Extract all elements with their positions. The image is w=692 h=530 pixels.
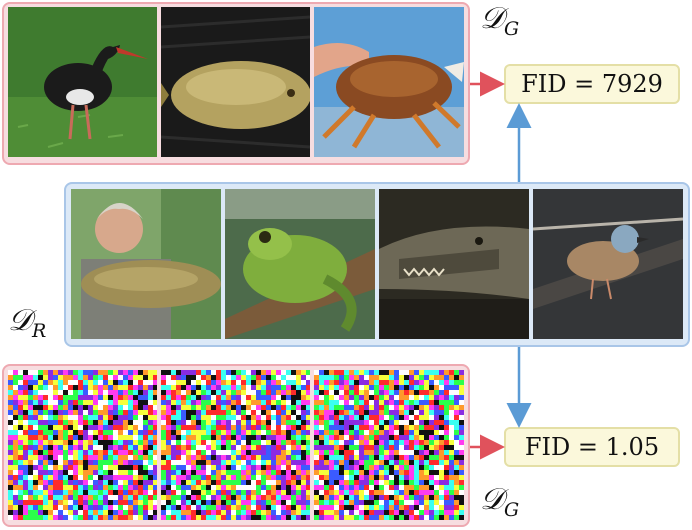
green-frog-image: [225, 189, 375, 339]
fid-score-bottom-box: FID = 1.05: [504, 427, 680, 467]
real-set-label: 𝒟R: [8, 303, 47, 342]
crab-in-hand-image: [314, 7, 464, 157]
black-stork-image: [8, 7, 157, 157]
crocodile-image: [379, 189, 529, 339]
noise-image-1: [8, 370, 157, 520]
noise-image-2: [161, 370, 310, 520]
man-holding-tench-image: [71, 189, 221, 339]
generated-set-bottom-label: 𝒟G: [480, 482, 520, 521]
fid-score-bottom-text: FID = 1.05: [524, 433, 660, 461]
tench-fish-in-net-image: [161, 7, 310, 157]
generated-set-top-label: 𝒟G: [480, 1, 520, 40]
fid-score-top-box: FID = 7929: [504, 64, 680, 104]
fid-score-top-text: FID = 7929: [521, 70, 663, 98]
noise-image-3: [314, 370, 464, 520]
small-bird-image: [533, 189, 683, 339]
